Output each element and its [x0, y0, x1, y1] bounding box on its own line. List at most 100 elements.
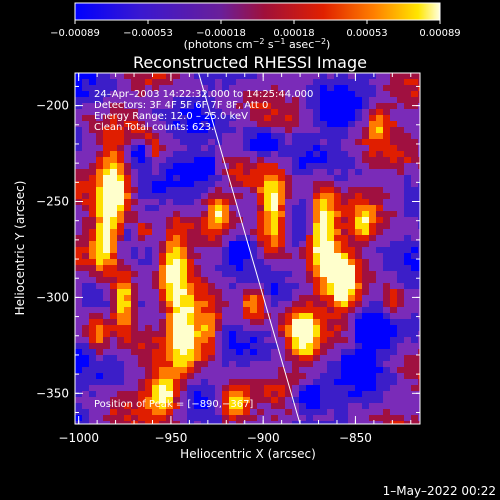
- heatmap-cell: [166, 355, 174, 362]
- heatmap-cell: [390, 235, 398, 242]
- heatmap-cell: [166, 193, 174, 200]
- heatmap-cell: [390, 241, 398, 248]
- heatmap-cell: [110, 409, 118, 416]
- heatmap-cell: [376, 229, 384, 236]
- heatmap-cell: [159, 217, 167, 224]
- heatmap-cell: [411, 247, 419, 254]
- heatmap-cell: [362, 367, 370, 374]
- heatmap-cell: [110, 253, 118, 260]
- heatmap-cell: [194, 103, 202, 110]
- heatmap-cell: [299, 85, 307, 92]
- heatmap-cell: [411, 313, 419, 320]
- heatmap-cell: [103, 331, 111, 338]
- heatmap-cell: [383, 403, 391, 410]
- heatmap-cell: [89, 151, 97, 158]
- heatmap-cell: [334, 301, 342, 308]
- heatmap-cell: [404, 205, 412, 212]
- heatmap-cell: [264, 355, 272, 362]
- heatmap-cell: [208, 217, 216, 224]
- heatmap-cell: [334, 211, 342, 218]
- heatmap-cell: [124, 211, 132, 218]
- heatmap-cell: [243, 271, 251, 278]
- heatmap-cell: [222, 415, 230, 422]
- heatmap-cell: [124, 193, 132, 200]
- heatmap-cell: [257, 259, 265, 266]
- heatmap-cell: [82, 235, 90, 242]
- heatmap-cell: [320, 343, 328, 350]
- heatmap-cell: [138, 157, 146, 164]
- heatmap-cell: [229, 421, 237, 424]
- heatmap-cell: [215, 97, 223, 104]
- heatmap-cell: [117, 277, 125, 284]
- heatmap-cell: [201, 289, 209, 296]
- heatmap-cell: [355, 253, 363, 260]
- heatmap-cell: [376, 253, 384, 260]
- heatmap-cell: [75, 253, 83, 260]
- heatmap-cell: [397, 301, 405, 308]
- heatmap-cell: [82, 289, 90, 296]
- heatmap-cell: [250, 73, 258, 80]
- heatmap-cell: [320, 379, 328, 386]
- heatmap-cell: [397, 79, 405, 86]
- heatmap-cell: [208, 421, 216, 424]
- footer-timestamp: 1–May–2022 00:22: [383, 484, 496, 498]
- heatmap-cell: [243, 415, 251, 422]
- heatmap-cell: [117, 133, 125, 140]
- heatmap-cell: [229, 295, 237, 302]
- heatmap-cell: [306, 169, 314, 176]
- heatmap-cell: [75, 235, 83, 242]
- heatmap-cell: [103, 283, 111, 290]
- heatmap-cell: [334, 121, 342, 128]
- heatmap-cell: [320, 391, 328, 398]
- heatmap-cell: [418, 181, 420, 188]
- heatmap-cell: [82, 115, 90, 122]
- heatmap-cell: [229, 337, 237, 344]
- heatmap-cell: [418, 115, 420, 122]
- heatmap-cell: [215, 397, 223, 404]
- heatmap-cell: [243, 211, 251, 218]
- heatmap-cell: [369, 79, 377, 86]
- heatmap-cell: [124, 157, 132, 164]
- heatmap-cell: [159, 241, 167, 248]
- heatmap-cell: [117, 421, 125, 424]
- heatmap-cell: [89, 367, 97, 374]
- heatmap-cell: [327, 109, 335, 116]
- heatmap-cell: [404, 247, 412, 254]
- heatmap-cell: [257, 289, 265, 296]
- heatmap-cell: [271, 373, 279, 380]
- heatmap-cell: [138, 223, 146, 230]
- heatmap-cell: [355, 175, 363, 182]
- heatmap-cell: [341, 97, 349, 104]
- heatmap-cell: [292, 151, 300, 158]
- heatmap-cell: [313, 277, 321, 284]
- heatmap-cell: [215, 103, 223, 110]
- heatmap-cell: [229, 307, 237, 314]
- heatmap-cell: [348, 217, 356, 224]
- heatmap-cell: [348, 91, 356, 98]
- heatmap-cell: [397, 217, 405, 224]
- heatmap-cell: [138, 175, 146, 182]
- heatmap-cell: [138, 103, 146, 110]
- heatmap-cell: [271, 343, 279, 350]
- heatmap-cell: [383, 157, 391, 164]
- heatmap-cell: [103, 307, 111, 314]
- heatmap-cell: [334, 229, 342, 236]
- heatmap-cell: [327, 283, 335, 290]
- heatmap-cell: [397, 193, 405, 200]
- heatmap-cell: [306, 319, 314, 326]
- heatmap-cell: [131, 157, 139, 164]
- heatmap-cell: [117, 181, 125, 188]
- heatmap-cell: [103, 187, 111, 194]
- heatmap-cell: [369, 163, 377, 170]
- heatmap-cell: [278, 277, 286, 284]
- heatmap-cell: [376, 349, 384, 356]
- heatmap-cell: [236, 355, 244, 362]
- heatmap-cell: [145, 109, 153, 116]
- heatmap-cell: [152, 133, 160, 140]
- heatmap-cell: [348, 139, 356, 146]
- heatmap-cell: [103, 295, 111, 302]
- heatmap-cell: [397, 139, 405, 146]
- heatmap-cell: [362, 133, 370, 140]
- heatmap-cell: [96, 373, 104, 380]
- heatmap-cell: [75, 187, 83, 194]
